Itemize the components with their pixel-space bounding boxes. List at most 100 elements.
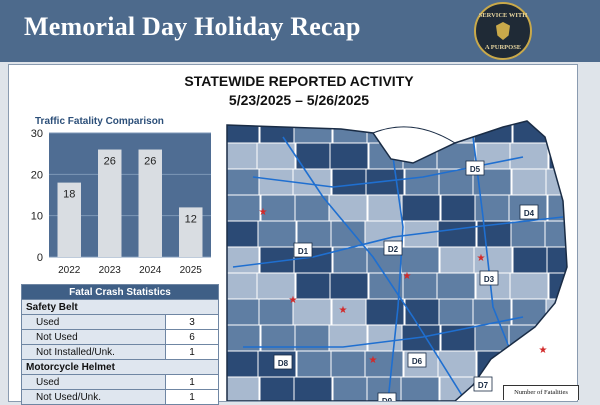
county xyxy=(547,324,567,353)
county xyxy=(402,142,442,171)
bar-data-label: 26 xyxy=(144,156,156,168)
county xyxy=(437,220,477,249)
chart-title: Traffic Fatality Comparison xyxy=(35,116,164,127)
district-label: D1 xyxy=(298,247,309,256)
county xyxy=(328,194,368,223)
report-heading: STATEWIDE REPORTED ACTIVITY xyxy=(184,73,414,89)
fatality-bar-chart: 0 10 20 30 18 2022 26 2023 26 2024 12 2025 xyxy=(31,129,211,276)
county xyxy=(509,272,549,301)
category-motorcycle-helmet: Motorcycle Helmet xyxy=(21,359,219,375)
table-row: Used 1 xyxy=(21,374,219,390)
county xyxy=(259,376,299,401)
fatality-marker-icon: ★ xyxy=(289,295,298,306)
highway xyxy=(472,136,514,358)
county xyxy=(368,142,408,171)
county xyxy=(329,142,369,171)
county xyxy=(294,324,334,353)
row-value: 6 xyxy=(165,329,219,345)
county xyxy=(256,142,296,171)
county xyxy=(439,246,479,275)
ohio-state-highway-patrol-badge-icon: SERVICE WITH A PURPOSE xyxy=(474,2,532,60)
county xyxy=(293,376,333,401)
y-tick-label: 0 xyxy=(37,252,43,264)
district-label: D5 xyxy=(470,165,481,174)
lake-shore xyxy=(372,126,456,144)
row-value: 3 xyxy=(165,314,219,330)
x-tick-label: 2025 xyxy=(180,265,203,276)
county xyxy=(257,220,297,249)
fatality-marker-icon: ★ xyxy=(539,345,548,356)
county xyxy=(328,324,368,353)
page-title: Memorial Day Holiday Recap xyxy=(24,12,361,41)
row-label: Used xyxy=(21,314,166,330)
x-tick-label: 2023 xyxy=(99,265,122,276)
county xyxy=(404,168,444,197)
table-row: Used 3 xyxy=(21,314,219,330)
county xyxy=(436,272,476,301)
county xyxy=(259,121,299,145)
county xyxy=(330,350,370,379)
table-header-row: Fatal Crash Statistics xyxy=(21,284,219,300)
county xyxy=(227,168,264,197)
row-label: Not Used xyxy=(21,329,166,345)
county xyxy=(332,376,372,401)
highway xyxy=(243,316,524,348)
bar xyxy=(138,149,162,257)
category-safety-belt: Safety Belt xyxy=(21,299,219,315)
county xyxy=(227,220,263,249)
county xyxy=(296,350,336,379)
bar-data-label: 18 xyxy=(63,189,75,201)
badge-motto-top: SERVICE WITH xyxy=(478,12,528,19)
y-tick-label: 30 xyxy=(31,129,43,140)
bar xyxy=(98,149,122,257)
table-row: Not Used/Unk. 1 xyxy=(21,389,219,405)
county xyxy=(260,324,300,353)
county xyxy=(438,298,478,327)
county xyxy=(227,376,260,401)
fatality-marker-icon: ★ xyxy=(259,207,268,218)
county xyxy=(511,298,551,327)
county xyxy=(292,298,332,327)
county xyxy=(294,194,334,223)
county xyxy=(510,220,550,249)
table-category-row: Safety Belt xyxy=(21,299,219,315)
table-category-row: Motorcycle Helmet xyxy=(21,359,219,375)
county xyxy=(227,121,260,145)
county xyxy=(400,376,440,401)
county xyxy=(440,194,480,223)
county xyxy=(227,350,263,379)
highway xyxy=(232,216,564,268)
table-row: Not Installed/Unk. 1 xyxy=(21,344,219,360)
county xyxy=(227,142,262,171)
row-value: 1 xyxy=(165,344,219,360)
highway xyxy=(282,136,464,398)
county xyxy=(546,246,567,275)
district-marker xyxy=(479,270,499,286)
county xyxy=(547,194,567,223)
district-label: D8 xyxy=(278,359,289,368)
ohio-county-map: D1 D2 D3 D4 D5 D6 D7 D8 D9 ★ ★ ★ ★ ★ ★ ★ xyxy=(226,120,568,401)
y-tick-label: 20 xyxy=(31,169,43,181)
district-marker xyxy=(465,160,485,176)
district-marker xyxy=(407,352,427,368)
district-label: D7 xyxy=(478,381,489,390)
bar-data-label: 26 xyxy=(104,156,116,168)
county xyxy=(401,194,441,223)
county xyxy=(227,324,261,353)
county xyxy=(511,168,551,197)
district-label: D6 xyxy=(412,357,423,366)
county xyxy=(227,298,264,327)
fatality-marker-icon: ★ xyxy=(369,355,378,366)
county xyxy=(366,121,406,145)
row-label: Not Used/Unk. xyxy=(21,389,166,405)
county xyxy=(367,324,407,353)
bar xyxy=(179,207,203,257)
fatal-crash-statistics-table: Fatal Crash Statistics Safety Belt Used … xyxy=(21,284,219,405)
district-label: D4 xyxy=(524,209,535,218)
county xyxy=(544,350,567,379)
header-banner: Memorial Day Holiday Recap SERVICE WITH … xyxy=(0,0,600,62)
fatality-marker-icon: ★ xyxy=(477,253,486,264)
report-date-range: 5/23/2025 – 5/26/2025 xyxy=(228,92,370,108)
county xyxy=(227,194,261,223)
bar xyxy=(57,182,81,257)
